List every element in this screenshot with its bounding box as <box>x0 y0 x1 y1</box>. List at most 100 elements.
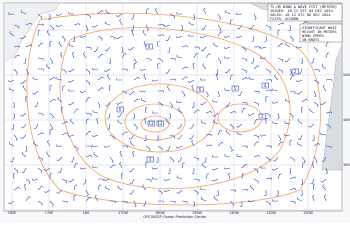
wind-barb <box>156 134 159 142</box>
wind-barb <box>241 173 245 180</box>
wind-barb <box>121 200 128 204</box>
wind-barb <box>21 123 27 129</box>
wind-barb <box>85 24 89 32</box>
wind-barb <box>200 46 207 52</box>
wind-barb <box>322 184 327 191</box>
wind-barb <box>265 156 271 162</box>
wind-barb <box>13 24 20 29</box>
map-frame <box>3 2 343 212</box>
wind-barb <box>211 178 219 182</box>
wind-barb <box>85 79 90 86</box>
wind-barb <box>131 29 135 37</box>
wind-barb <box>251 57 255 64</box>
wind-barb <box>37 200 43 206</box>
contour-label: 4 <box>148 44 151 49</box>
wind-barb <box>205 144 213 147</box>
wind-barb <box>157 24 165 27</box>
wind-barb <box>192 200 196 208</box>
wind-barb <box>313 79 319 85</box>
wind-barb <box>37 57 44 61</box>
wind-barb <box>241 145 248 149</box>
wind-barb <box>193 178 200 182</box>
wind-barb <box>166 85 171 92</box>
wind-barb <box>7 79 15 83</box>
wind-barb <box>43 167 51 171</box>
wind-barb <box>321 64 327 70</box>
wind-barb <box>176 189 183 194</box>
label-box <box>146 156 154 163</box>
wind-barb <box>32 90 39 95</box>
wind-barb <box>189 123 195 129</box>
wind-barb <box>295 79 303 83</box>
wind-barb <box>288 167 292 175</box>
wind-barb <box>289 90 296 95</box>
wind-barb <box>177 134 183 140</box>
wind-barb <box>193 189 199 195</box>
wind-barb <box>117 119 123 125</box>
wind-barb <box>13 134 18 141</box>
wind-barb <box>129 178 135 184</box>
wind-barb <box>188 21 195 26</box>
wind-barb <box>151 177 159 180</box>
wind-barb <box>13 68 18 75</box>
wind-barb <box>213 42 219 48</box>
wind-barb <box>10 156 15 163</box>
wind-barb <box>264 189 267 196</box>
wind-barb <box>313 68 320 72</box>
wind-barb <box>163 24 171 28</box>
wind-barb <box>121 68 128 72</box>
wind-barb <box>151 167 159 170</box>
forecaster: FCSTR: ACHORN <box>270 17 298 21</box>
wind-barb <box>119 150 123 158</box>
wind-barb <box>187 34 195 37</box>
wind-barb <box>96 117 99 125</box>
wind-barb <box>46 140 51 147</box>
legend-line: SIGNIFICANT WAVE <box>302 26 337 30</box>
wind-barb <box>247 112 255 116</box>
wind-barb <box>104 21 111 26</box>
wind-barb <box>228 172 231 180</box>
wind-barb <box>11 123 15 130</box>
wind-barb <box>85 155 93 158</box>
wind-barb <box>301 98 308 103</box>
wind-barb <box>181 66 189 70</box>
wind-barb <box>205 53 211 59</box>
wind-barb <box>277 141 283 147</box>
wind-barb <box>229 19 233 26</box>
wind-barb <box>7 12 15 15</box>
wind-barb <box>107 112 111 119</box>
wind-barb <box>37 167 43 173</box>
wind-barb <box>133 123 138 130</box>
wind-barb <box>157 145 163 151</box>
wind-barb <box>85 118 90 125</box>
wind-barb <box>313 143 321 147</box>
wind-barb <box>85 46 92 50</box>
wind-barb <box>199 78 207 81</box>
wind-barb <box>168 112 171 120</box>
contour-label: 13 <box>148 121 154 126</box>
wind-barb <box>200 187 207 191</box>
contour <box>124 103 186 141</box>
wind-barb <box>94 195 99 202</box>
wind-barb <box>58 167 63 173</box>
wind-barb <box>85 97 91 103</box>
wind-barb <box>313 90 317 98</box>
wind-barb <box>97 101 101 109</box>
wind-barb <box>139 90 147 93</box>
wind-barb <box>205 90 209 98</box>
wind-barb <box>212 99 219 103</box>
wind-barb <box>9 141 15 147</box>
wind-barb <box>271 167 279 171</box>
latitude-labels: 50N 40N 30N <box>343 73 350 167</box>
wind-barb <box>37 112 44 117</box>
wind-barb <box>116 13 123 18</box>
contour-label: 3 <box>261 114 264 119</box>
wind-barb <box>12 101 15 109</box>
wind-barb <box>309 108 315 114</box>
wind-barb <box>295 46 303 49</box>
wind-barb <box>223 35 231 38</box>
wind-barb <box>107 73 111 81</box>
wind-barb <box>119 18 123 26</box>
wind-barb <box>265 24 271 30</box>
wind-barb <box>163 189 171 192</box>
